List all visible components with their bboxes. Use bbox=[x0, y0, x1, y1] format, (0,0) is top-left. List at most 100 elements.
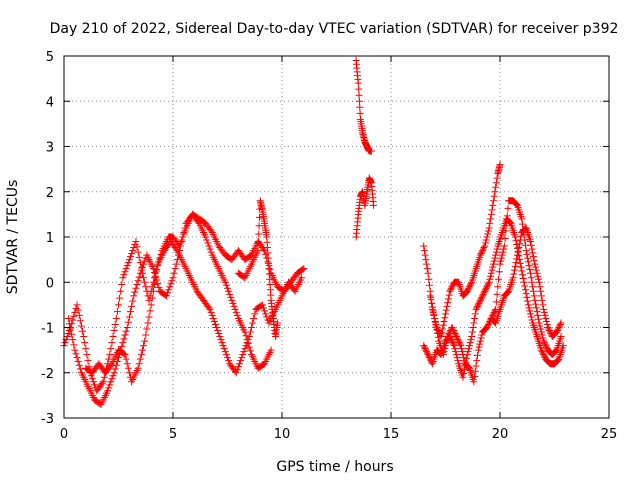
data-point bbox=[132, 284, 140, 292]
data-point bbox=[487, 210, 495, 218]
data-point bbox=[534, 272, 542, 280]
data-point bbox=[525, 304, 533, 312]
data-point bbox=[241, 345, 249, 353]
axis-ticks: 0 5 10 15 20 25 -3 -2 -1 0 1 2 3 4 5 bbox=[41, 50, 617, 442]
data-point bbox=[489, 260, 497, 268]
data-point bbox=[194, 218, 202, 226]
data-point bbox=[460, 366, 468, 374]
data-point bbox=[515, 244, 523, 252]
data-point bbox=[551, 348, 559, 356]
data-point bbox=[428, 299, 436, 307]
data-point bbox=[516, 259, 524, 267]
data-point bbox=[423, 260, 431, 268]
data-point bbox=[129, 297, 137, 305]
data-point bbox=[492, 183, 500, 191]
data-point bbox=[83, 351, 91, 359]
data-point bbox=[152, 274, 160, 282]
data-point bbox=[130, 244, 138, 252]
data-point bbox=[475, 299, 483, 307]
data-point bbox=[465, 342, 473, 350]
data-point bbox=[444, 331, 452, 339]
data-point bbox=[254, 247, 262, 255]
data-point bbox=[552, 347, 560, 355]
data-point bbox=[475, 343, 483, 351]
data-point bbox=[208, 311, 216, 319]
data-point bbox=[473, 357, 481, 365]
data-point bbox=[144, 319, 152, 327]
data-point bbox=[527, 313, 535, 321]
y-tick-label: 0 bbox=[46, 276, 54, 291]
data-point bbox=[104, 387, 112, 395]
data-point bbox=[222, 351, 230, 359]
data-point bbox=[219, 342, 227, 350]
data-point bbox=[509, 274, 517, 282]
data-point bbox=[468, 328, 476, 336]
data-point bbox=[553, 357, 561, 365]
data-point bbox=[203, 236, 211, 244]
data-point bbox=[476, 296, 484, 304]
y-tick-label: 5 bbox=[46, 50, 54, 65]
data-point bbox=[73, 301, 81, 309]
data-point bbox=[500, 242, 508, 250]
data-point bbox=[460, 357, 468, 365]
data-point bbox=[106, 351, 114, 359]
data-point bbox=[513, 244, 521, 252]
data-point bbox=[523, 250, 531, 258]
data-point bbox=[465, 283, 473, 291]
data-point bbox=[141, 278, 149, 286]
data-point bbox=[240, 348, 248, 356]
x-tick-label: 20 bbox=[492, 427, 509, 442]
data-point bbox=[177, 242, 185, 250]
data-point bbox=[487, 269, 495, 277]
data-point bbox=[469, 324, 477, 331]
data-point bbox=[225, 357, 233, 365]
data-point bbox=[131, 288, 139, 296]
data-point bbox=[116, 294, 124, 302]
data-point bbox=[420, 342, 428, 350]
data-point bbox=[521, 286, 529, 294]
data-point bbox=[64, 330, 72, 338]
data-point bbox=[511, 266, 519, 274]
data-point bbox=[458, 348, 466, 356]
data-point bbox=[126, 253, 134, 261]
data-point bbox=[534, 311, 542, 319]
data-point bbox=[420, 242, 428, 250]
data-point bbox=[531, 296, 539, 304]
data-point bbox=[217, 336, 225, 344]
data-point bbox=[490, 192, 498, 200]
data-point bbox=[205, 304, 213, 312]
data-point bbox=[227, 293, 235, 301]
data-point bbox=[239, 351, 247, 359]
data-point bbox=[527, 274, 535, 282]
data-point bbox=[221, 278, 229, 286]
data-point bbox=[426, 354, 434, 362]
data-point bbox=[65, 327, 73, 335]
data-point bbox=[261, 307, 269, 315]
data-point bbox=[473, 351, 481, 359]
data-point bbox=[482, 284, 490, 292]
data-point bbox=[233, 311, 241, 319]
data-point bbox=[149, 287, 157, 295]
data-point bbox=[489, 201, 497, 209]
data-point bbox=[538, 331, 546, 339]
data-point bbox=[72, 350, 80, 358]
data-point bbox=[546, 328, 554, 336]
data-point bbox=[142, 331, 150, 339]
data-point bbox=[504, 288, 512, 296]
data-point bbox=[224, 354, 231, 362]
data-point bbox=[502, 227, 510, 235]
data-point bbox=[449, 327, 457, 335]
data-point bbox=[166, 283, 174, 291]
data-point bbox=[554, 325, 562, 333]
data-point bbox=[112, 314, 120, 322]
data-point bbox=[178, 238, 186, 246]
data-point bbox=[234, 363, 242, 371]
data-point bbox=[537, 292, 545, 300]
data-point bbox=[442, 310, 449, 318]
data-point bbox=[476, 251, 484, 259]
data-point bbox=[88, 375, 96, 383]
data-point bbox=[142, 283, 150, 291]
data-point bbox=[517, 232, 525, 240]
data-point bbox=[541, 311, 549, 319]
data-point bbox=[484, 230, 492, 238]
